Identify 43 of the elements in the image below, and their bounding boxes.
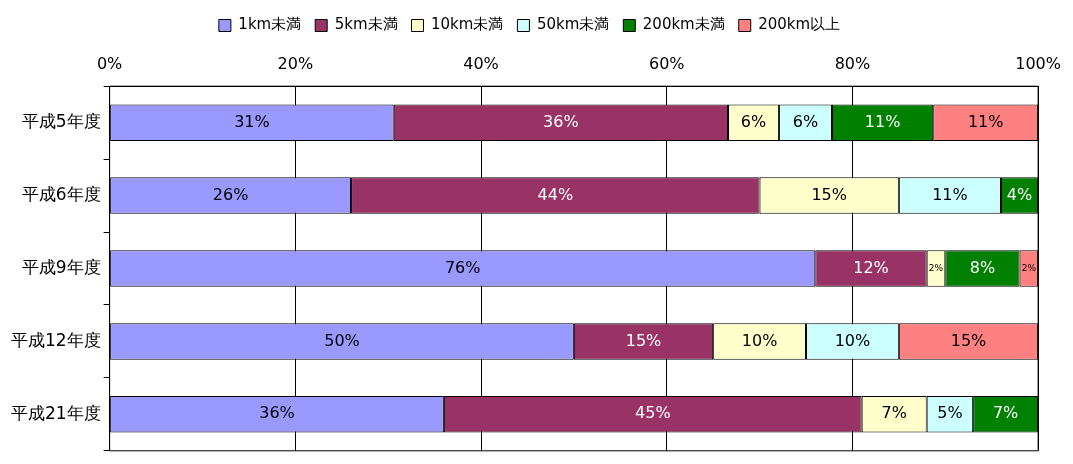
data-label: 11% — [864, 111, 901, 131]
x-tick-label: 20% — [277, 53, 314, 73]
data-label: 6% — [792, 111, 819, 131]
x-tick-label: 0% — [96, 53, 123, 73]
data-label: 26% — [212, 184, 249, 204]
data-label: 12% — [853, 257, 889, 277]
data-label: 44% — [537, 184, 574, 204]
data-label: 31% — [234, 111, 270, 131]
data-label: 50% — [324, 330, 360, 350]
legend-label: 5km未満 — [334, 15, 398, 34]
data-label: 7% — [881, 403, 907, 423]
y-tick-label: 平成9年度 — [21, 256, 101, 277]
data-label: 10% — [834, 330, 871, 350]
data-label: 2% — [928, 262, 944, 273]
data-label: 36% — [259, 403, 295, 423]
y-tick-label: 平成12年度 — [10, 329, 101, 350]
x-tick-label: 80% — [834, 53, 871, 73]
y-tick-label: 平成21年度 — [10, 402, 101, 423]
legend-label: 1km未満 — [238, 15, 302, 34]
data-label: 36% — [543, 111, 579, 131]
x-tick-label: 100% — [1015, 53, 1061, 73]
legend-label: 10km未満 — [431, 15, 504, 34]
data-label: 5% — [937, 403, 963, 423]
data-label: 11% — [967, 111, 1004, 131]
data-label: 6% — [740, 111, 767, 131]
legend-label: 50km未満 — [536, 15, 610, 34]
data-label: 45% — [635, 403, 671, 423]
data-label: 15% — [950, 330, 987, 350]
data-label: 2% — [1021, 262, 1037, 273]
data-label: 10% — [741, 330, 778, 350]
x-tick-label: 60% — [648, 53, 685, 73]
data-label: 8% — [969, 257, 996, 277]
y-tick-label: 平成5年度 — [21, 111, 101, 132]
data-label: 15% — [625, 330, 662, 350]
data-label: 11% — [932, 184, 968, 204]
legend-label: 200km以上 — [758, 15, 841, 34]
data-label: 4% — [1006, 184, 1033, 204]
data-label: 15% — [811, 184, 847, 204]
data-label: 7% — [992, 403, 1019, 423]
data-label: 76% — [444, 257, 481, 277]
y-tick-label: 平成6年度 — [21, 184, 101, 204]
legend-label: 200km未満 — [642, 15, 725, 34]
x-tick-label: 40% — [463, 53, 499, 73]
